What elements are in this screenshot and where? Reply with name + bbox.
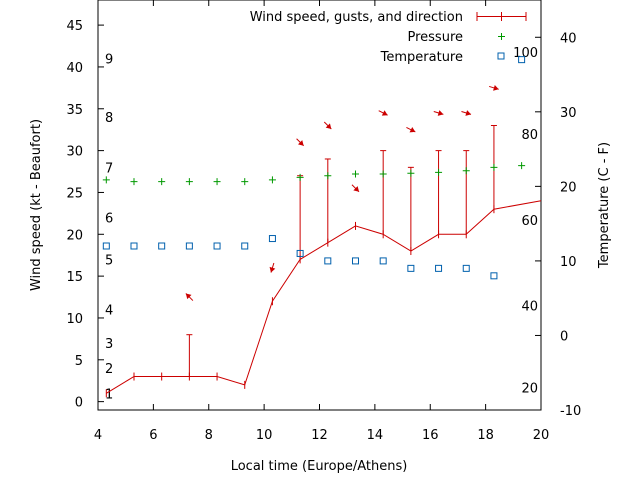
wind-direction-arrowhead (493, 84, 499, 91)
wind-direction-arrowhead (185, 293, 192, 300)
temperature-point (407, 264, 415, 272)
y2-tick-label: 10 (560, 255, 577, 270)
fahrenheit-label: 40 (521, 300, 538, 315)
x-tick-label: 8 (205, 428, 213, 443)
fahrenheit-label: 100 (513, 46, 538, 61)
y2-tick-label: 30 (560, 106, 577, 121)
x-tick-label: 12 (311, 428, 328, 443)
wind-direction-arrowhead (297, 140, 304, 146)
x-tick-label: 20 (533, 428, 550, 443)
y-tick-label: 30 (66, 145, 83, 160)
pressure-point (379, 170, 387, 178)
beaufort-label: 7 (105, 161, 113, 176)
y2-axis-title: Temperature (C - F) (597, 142, 612, 269)
y2-tick-label: 40 (560, 31, 577, 46)
y-tick-label: 25 (66, 186, 83, 201)
y2-tick-label: -10 (560, 404, 581, 419)
pressure-point (490, 163, 498, 171)
pressure-point (435, 168, 443, 176)
beaufort-label: 8 (105, 111, 113, 126)
legend-swatch-temperature (497, 52, 505, 60)
x-tick-label: 4 (94, 428, 102, 443)
pressure-point (462, 167, 470, 175)
temperature-point (268, 235, 276, 243)
pressure-point (130, 178, 138, 186)
y-tick-label: 40 (66, 61, 83, 76)
x-tick-label: 14 (367, 428, 384, 443)
pressure-point (102, 176, 110, 184)
temperature-point (462, 264, 470, 272)
y-tick-label: 45 (66, 19, 83, 34)
legend-label-pressure: Pressure (407, 30, 463, 45)
temperature-point (185, 242, 193, 250)
x-tick-label: 10 (256, 428, 273, 443)
beaufort-label: 9 (105, 53, 113, 68)
temperature-point (158, 242, 166, 250)
pressure-point (185, 178, 193, 186)
wind-direction-arrowhead (269, 266, 276, 273)
y-tick-label: 10 (66, 312, 83, 327)
legend: Wind speed, gusts, and direction Pressur… (250, 10, 527, 65)
temperature-point (351, 257, 359, 265)
y-axis-title: Wind speed (kt - Beaufort) (29, 119, 44, 291)
data-marks (102, 56, 542, 398)
pressure-point (241, 178, 249, 186)
wind-direction-arrowhead (465, 110, 472, 116)
wind-direction-arrowhead (381, 110, 388, 116)
wind-direction-arrowhead (409, 127, 416, 133)
temperature-point (379, 257, 387, 265)
y-tick-label: 35 (66, 103, 83, 118)
pressure-point (158, 178, 166, 186)
pressure-point (351, 170, 359, 178)
temperature-point (490, 272, 498, 280)
beaufort-label: 5 (105, 253, 113, 268)
legend-label-temperature: Temperature (380, 50, 463, 65)
wind-direction-arrowhead (437, 110, 444, 116)
x-tick-label: 16 (422, 428, 439, 443)
y-tick-label: 5 (75, 354, 83, 369)
fahrenheit-label: 20 (521, 382, 538, 397)
wind-direction-arrowhead (353, 186, 360, 192)
beaufort-label: 1 (105, 387, 113, 402)
wind-speed-line (106, 200, 542, 394)
beaufort-label: 6 (105, 212, 113, 227)
beaufort-label: 3 (105, 337, 113, 352)
temperature-point (130, 242, 138, 250)
pressure-point (296, 173, 304, 181)
pressure-point (268, 176, 276, 184)
fahrenheit-label: 60 (521, 214, 538, 229)
pressure-point (407, 169, 415, 177)
pressure-point (518, 162, 526, 170)
axis-ticks: 4 6 8 10 12 14 16 18 20051015202530354045-100102… (66, 0, 581, 443)
y2-tick-label: 0 (560, 329, 568, 344)
x-axis-title: Local time (Europe/Athens) (231, 459, 408, 474)
temperature-point (518, 56, 526, 64)
wind-direction-arrowhead (325, 123, 332, 130)
pressure-point (213, 178, 221, 186)
fahrenheit-label: 80 (521, 128, 538, 143)
plot-frame (97, 0, 542, 411)
x-tick-label: 6 (149, 428, 157, 443)
temperature-point (324, 257, 332, 265)
temperature-point (213, 242, 221, 250)
temperature-point (435, 264, 443, 272)
y2-tick-label: 20 (560, 180, 577, 195)
x-tick-label: 18 (477, 428, 494, 443)
pressure-point (324, 172, 332, 180)
y-tick-label: 0 (75, 396, 83, 411)
temperature-point (296, 249, 304, 257)
y-tick-label: 20 (66, 228, 83, 243)
beaufort-label: 4 (105, 304, 113, 319)
temperature-point (241, 242, 249, 250)
temperature-point (102, 242, 110, 250)
beaufort-label: 2 (105, 362, 113, 377)
y-tick-label: 15 (66, 270, 83, 285)
legend-label-wind: Wind speed, gusts, and direction (250, 10, 463, 25)
